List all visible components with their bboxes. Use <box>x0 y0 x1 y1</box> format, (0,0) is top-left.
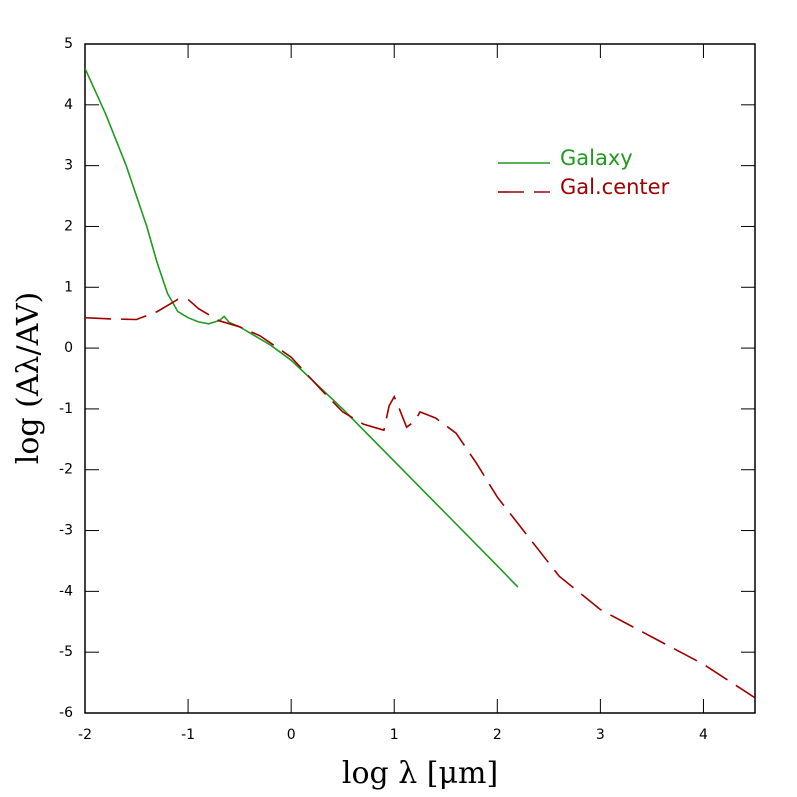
y-tick-label: 5 <box>64 36 73 52</box>
data-line <box>85 298 755 699</box>
y-tick-label: 2 <box>64 218 73 234</box>
x-tick-label: 3 <box>596 727 605 743</box>
y-tick-label: -1 <box>59 401 73 417</box>
y-tick-label: 1 <box>64 279 73 295</box>
x-tick-label: 2 <box>493 727 502 743</box>
x-tick-label: 0 <box>287 727 296 743</box>
x-tick-label: 1 <box>390 727 399 743</box>
y-tick-label: 0 <box>64 340 73 356</box>
plot-frame <box>84 43 756 714</box>
x-tick-label: -2 <box>78 727 92 743</box>
y-tick-label: 4 <box>64 97 73 113</box>
legend-label: Galaxy <box>560 146 633 170</box>
y-tick-label: -3 <box>59 523 73 539</box>
y-tick-label: -4 <box>59 583 73 599</box>
y-tick-label: -6 <box>59 705 73 721</box>
x-axis-label: log λ [μm] <box>342 756 498 791</box>
data-line <box>85 67 519 588</box>
x-tick-label: 4 <box>699 727 708 743</box>
y-tick-label: -2 <box>59 462 73 478</box>
y-axis-label: log (Aλ/AV) <box>11 292 46 464</box>
legend-label: Gal.center <box>560 175 670 199</box>
y-tick-label: -5 <box>59 644 73 660</box>
x-tick-label: -1 <box>181 727 195 743</box>
y-tick-label: 3 <box>64 158 73 174</box>
